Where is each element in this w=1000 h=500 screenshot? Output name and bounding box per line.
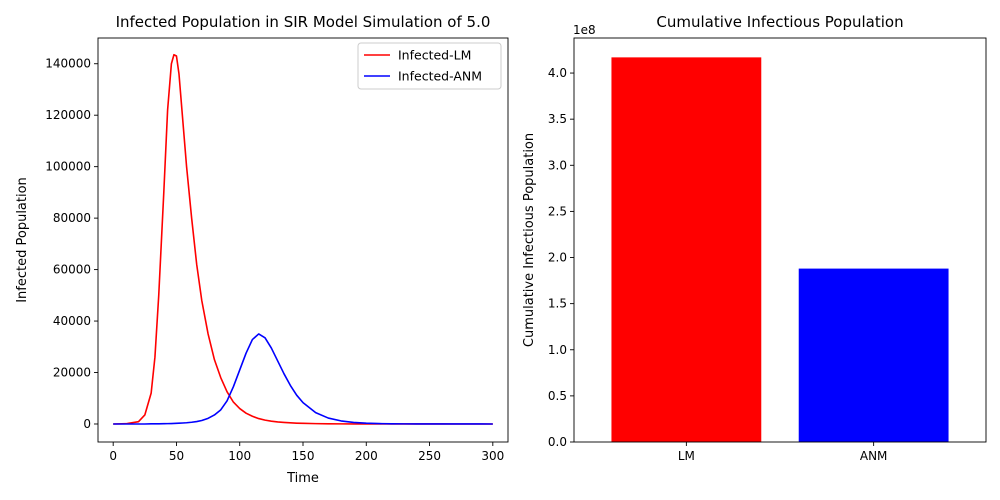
y-tick-label: 3.0 — [548, 158, 567, 172]
y-tick-label: 1.0 — [548, 343, 567, 357]
x-tick-label: 300 — [481, 449, 504, 463]
bar-plot-frame — [573, 37, 987, 443]
category-label: LM — [678, 449, 695, 463]
y-tick-label: 2.5 — [548, 204, 567, 218]
bar-chart-offset-label: 1e8 — [573, 23, 596, 37]
bar-chart-ylabel: Cumulative Infectious Population — [522, 133, 537, 347]
line-plot-area: 0 50 100 150 200 250 300 0 20000 40000 60000 80000 1… — [45, 37, 509, 463]
y-tick-label: 0.0 — [548, 435, 567, 449]
bar-lm — [611, 57, 762, 442]
bar-chart: Cumulative Infectious Population 1e8 LM A… — [522, 13, 987, 463]
y-tick-label: 0 — [83, 417, 91, 431]
y-tick-label: 3.5 — [548, 112, 567, 126]
line-chart-ylabel: Infected Population — [15, 177, 30, 303]
legend-box — [357, 42, 502, 90]
y-tick-label: 80000 — [53, 211, 91, 225]
y-tick-label: 4.0 — [548, 66, 567, 80]
series-line-infected-anm — [113, 333, 493, 425]
bar-anm — [798, 268, 949, 442]
y-tick-label: 60000 — [53, 263, 91, 277]
y-tick-label: 40000 — [53, 314, 91, 328]
line-chart: Infected Population in SIR Model Simulat… — [15, 13, 509, 486]
x-tick-label: 100 — [228, 449, 251, 463]
line-legend: Infected-LM Infected-ANM — [357, 42, 502, 90]
y-tick-label: 120000 — [45, 108, 91, 122]
y-tick-label: 0.5 — [548, 389, 567, 403]
x-tick-label: 150 — [292, 449, 315, 463]
x-tick-label: 250 — [418, 449, 441, 463]
y-tick-label: 1.5 — [548, 297, 567, 311]
x-tick-label: 200 — [355, 449, 378, 463]
line-chart-title: Infected Population in SIR Model Simulat… — [116, 13, 491, 31]
y-tick-label: 100000 — [45, 160, 91, 174]
bar-chart-title: Cumulative Infectious Population — [656, 13, 903, 31]
line-chart-xlabel: Time — [286, 471, 319, 486]
y-tick-label: 2.0 — [548, 251, 567, 265]
y-tick-label: 20000 — [53, 366, 91, 380]
legend-label: Infected-ANM — [398, 69, 482, 84]
x-tick-label: 0 — [109, 449, 117, 463]
bar-plot-area: LM ANM 0.0 0.5 1.0 1.5 2.0 2.5 3.0 3.5 4.0 — [548, 37, 987, 463]
category-label: ANM — [860, 449, 888, 463]
y-tick-label: 140000 — [45, 57, 91, 71]
legend-label: Infected-LM — [398, 48, 471, 63]
x-tick-label: 50 — [169, 449, 184, 463]
